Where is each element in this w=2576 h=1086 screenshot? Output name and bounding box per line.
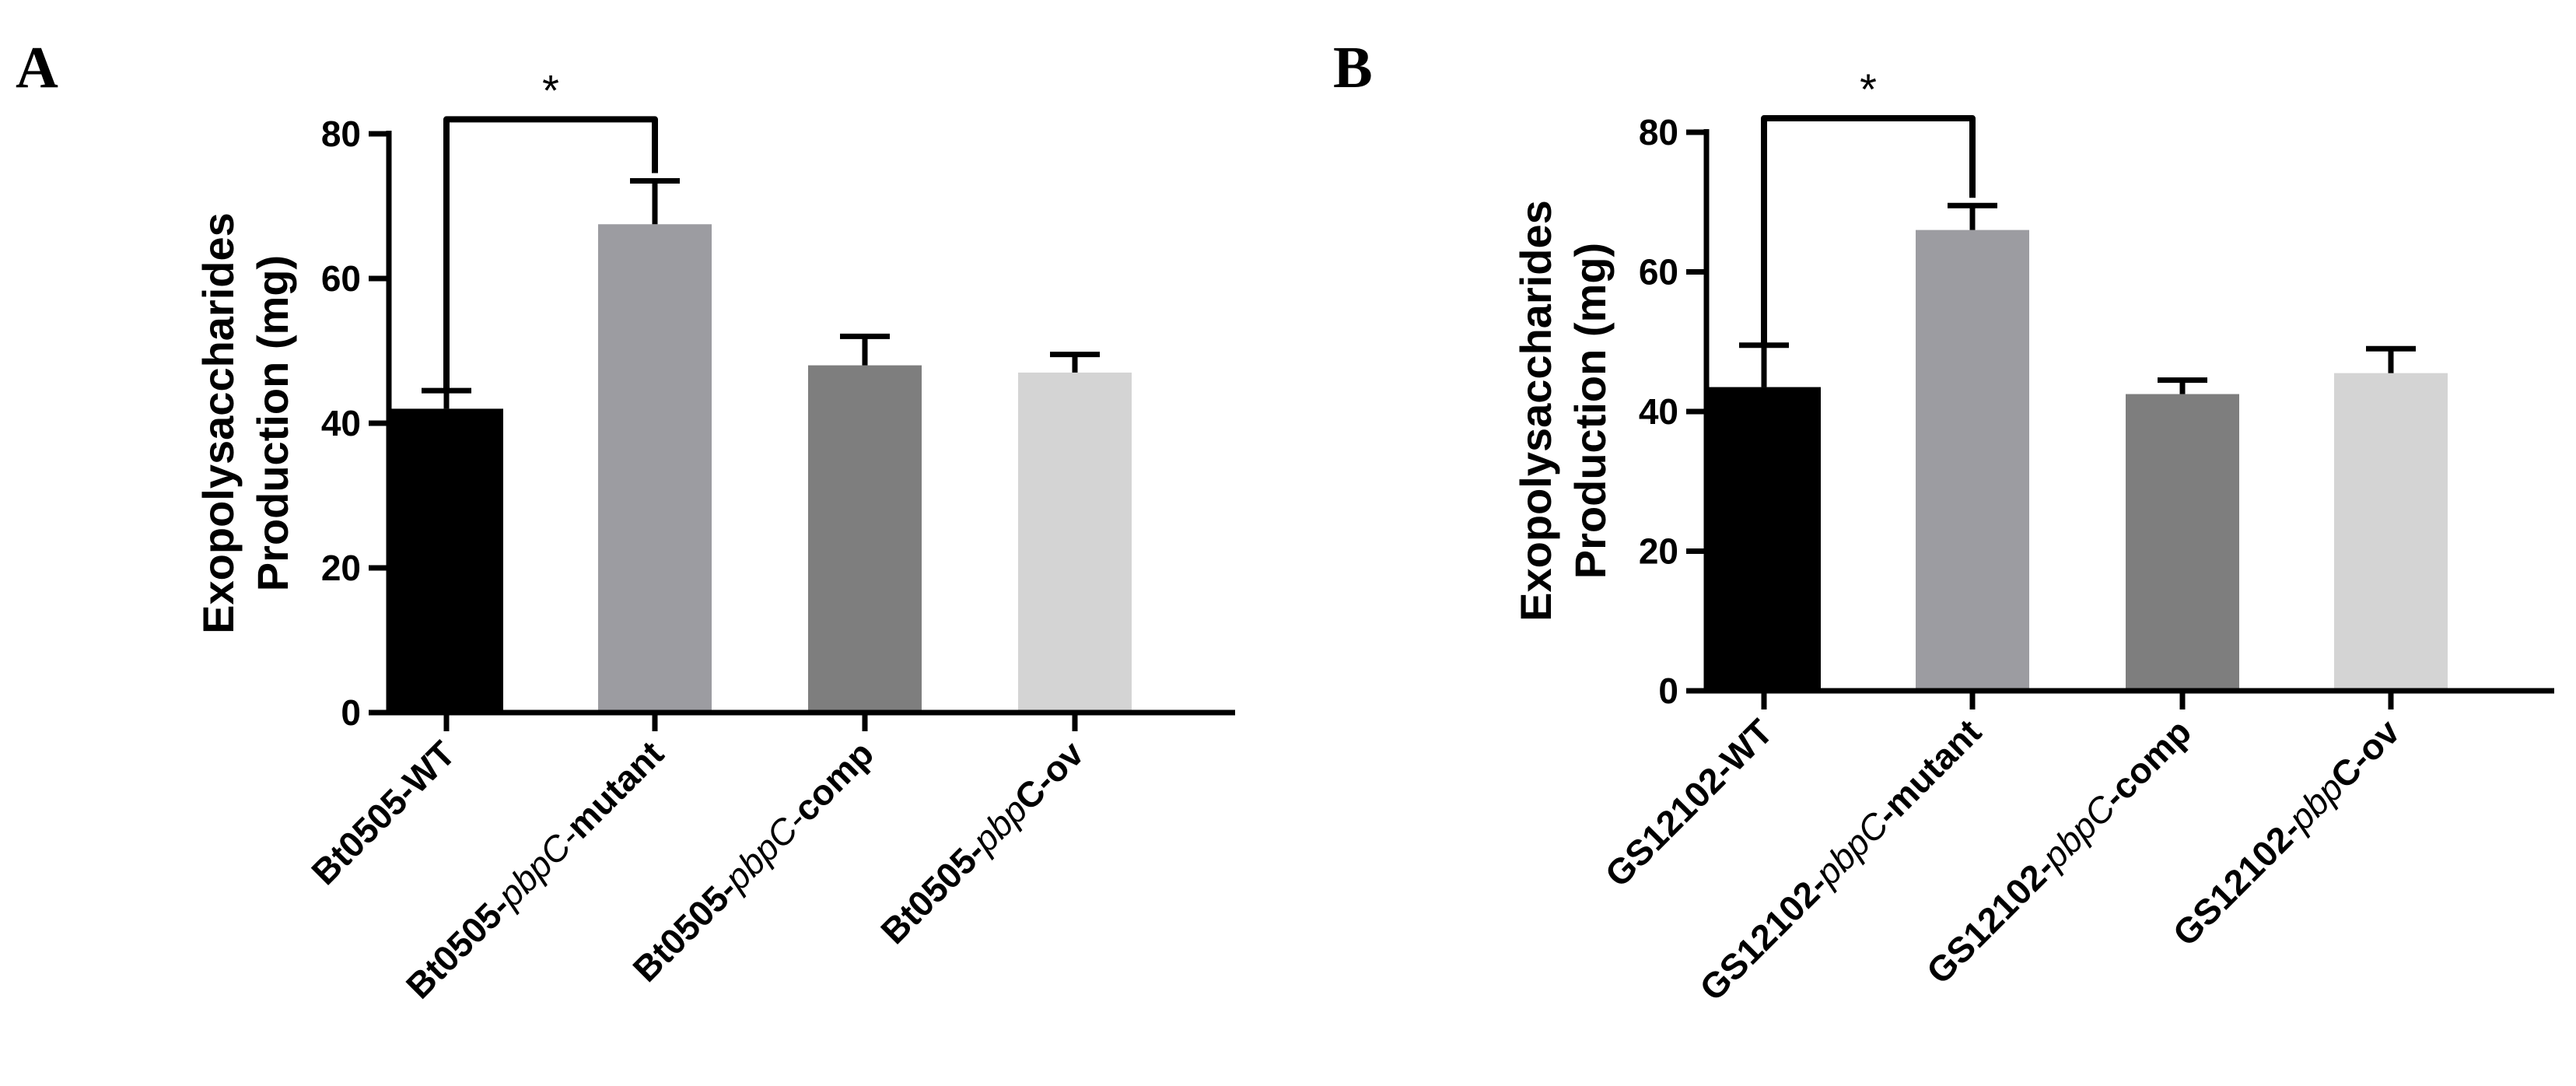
x-tick-label-part: -comp (2095, 711, 2199, 815)
bar (1707, 387, 1821, 691)
panel-letter-b: B (1333, 35, 1373, 100)
x-tick-label-part: -mutant (1867, 711, 1989, 832)
y-tick-label: 20 (321, 548, 361, 588)
x-tick-label-part: GS12102- (1919, 848, 2063, 992)
panel-b: B Exopolysaccharides Production (mg) 0 20 40… (1333, 35, 2554, 1008)
x-tick-label: Bt0505-pbpC-comp (625, 733, 881, 990)
bar (2126, 394, 2239, 691)
x-tick-label-part: mutant (558, 733, 671, 846)
y-tick-label: 60 (1639, 252, 1678, 293)
y-tick-label: 60 (321, 258, 361, 299)
y-tick-label: 0 (341, 692, 361, 733)
y-tick-label: 40 (321, 403, 361, 443)
y-axis-label-line: Exopolysaccharides (1511, 200, 1560, 622)
significance-bracket (443, 116, 658, 390)
y-tick-label: 0 (1658, 671, 1678, 711)
x-tick-label-part: GS12102- (2165, 810, 2308, 954)
bar (2334, 373, 2448, 691)
y-tick-label: 80 (321, 114, 361, 154)
significance-label: * (542, 65, 559, 114)
y-axis-label-line: Production (mg) (248, 255, 297, 591)
bar (598, 224, 712, 713)
y-tick-label: 40 (1639, 391, 1678, 432)
x-tick-label: Bt0505-pbpC-ov (873, 733, 1091, 951)
y-axis-label-line: Production (mg) (1566, 243, 1615, 579)
x-tick-label-part: GS12102-WT (1597, 711, 1780, 895)
x-tick-label-part: Bt0505- (625, 870, 744, 990)
x-tick-label-part: comp (786, 733, 882, 829)
bar (808, 365, 922, 713)
x-tick-label: GS12102-pbpC-ov (2165, 711, 2407, 954)
bar (1916, 229, 2029, 691)
significance-label: * (1860, 65, 1877, 114)
y-tick-label: 80 (1639, 112, 1678, 152)
y-tick-label: 20 (1639, 531, 1678, 572)
bar (390, 408, 503, 713)
x-tick-label-part: Bt0505- (873, 832, 992, 951)
x-tick-label: GS12102-WT (1597, 711, 1780, 895)
significance-bracket (1761, 115, 1976, 344)
x-tick-label-part: Bt0505-WT (303, 733, 463, 892)
x-tick-label-part: Bt0505- (398, 886, 518, 1006)
x-tick-label-part: GS12102- (1692, 864, 1836, 1008)
bar (1018, 372, 1132, 713)
panel-letter-a: A (16, 35, 58, 100)
x-tick-label: Bt0505-WT (303, 733, 463, 892)
y-axis-label-line: Exopolysaccharides (194, 212, 243, 634)
panel-a: A Exopolysaccharides Production (mg) 0 20 40… (16, 35, 1235, 1007)
